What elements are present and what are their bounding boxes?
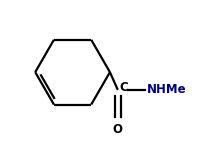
Text: NHMe: NHMe	[147, 83, 187, 96]
Text: C: C	[120, 81, 128, 94]
Text: O: O	[113, 123, 123, 136]
